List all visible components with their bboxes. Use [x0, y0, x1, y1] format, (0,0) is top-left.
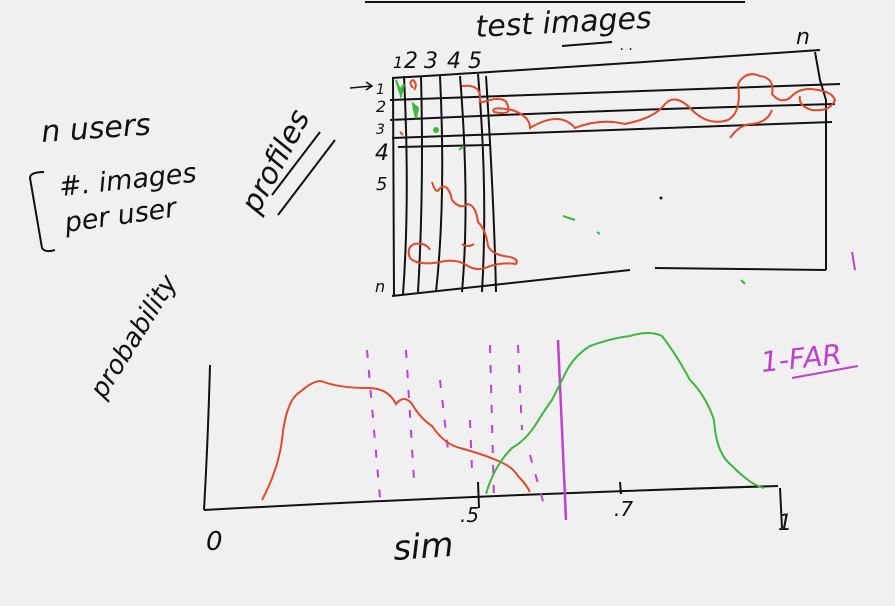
tick-label-seven: .7: [614, 497, 633, 521]
title-underline: [561, 41, 613, 47]
threshold-dashed-line: [529, 454, 545, 506]
impostor-mark: [409, 78, 417, 91]
column-number: 4: [447, 49, 461, 74]
matrix-row-line: [389, 83, 841, 101]
row-arrow: [349, 81, 374, 91]
genuine-mark: [562, 215, 576, 221]
threshold-dashed-line: [469, 419, 473, 471]
far-underline: [791, 365, 859, 379]
genuine-mark: [596, 231, 601, 235]
row-numbers: 1 2 3 4 5 n: [349, 81, 389, 296]
matrix-row-line: [391, 121, 833, 139]
row-number: 1: [376, 82, 385, 98]
n-label-top: n: [796, 25, 810, 50]
matrix-col-line: [459, 75, 467, 293]
matrix-col-line: [435, 75, 444, 293]
column-numbers: 1 2 3 4 5: [393, 49, 482, 74]
distribution-plot: 0 .5 .7 1 sim: [203, 332, 792, 569]
far-label: 1-FAR: [759, 338, 843, 379]
left-note-line2: #. images: [57, 158, 197, 203]
similarity-matrix: [389, 49, 841, 297]
matrix-col-line: [485, 75, 497, 293]
tick-label-one: 1: [778, 511, 792, 536]
impostor-squiggle-row: [461, 73, 837, 130]
matrix-genuine-marks: [395, 79, 746, 285]
threshold-dashed-line: [489, 344, 495, 501]
matrix-dot: [659, 196, 663, 200]
column-number: 5: [468, 49, 482, 74]
y-axis: [203, 364, 211, 511]
profiles-slash-1: [271, 131, 321, 196]
tick-seven: [619, 481, 622, 495]
tick-label-half: .5: [460, 503, 479, 527]
profiles-label: profiles: [234, 104, 318, 220]
threshold-solid-line: [556, 339, 568, 521]
left-note-bracket: [28, 171, 56, 253]
row-number: 2: [376, 97, 386, 116]
matrix-row-line: [397, 144, 491, 148]
tick-one: [779, 487, 783, 529]
matrix-row-line: [389, 103, 836, 121]
tick-half: [477, 481, 480, 509]
matrix-col-line: [417, 75, 423, 293]
matrix-bottom-edge-right: [654, 267, 827, 271]
genuine-mark: [740, 279, 746, 285]
impostor-squiggle-col: [407, 181, 518, 270]
threshold-dashed-line: [405, 349, 415, 481]
threshold-dashed-line: [517, 344, 523, 431]
tick-label-zero: 0: [206, 527, 223, 557]
title-dots: . .: [620, 38, 633, 54]
threshold-lines: [366, 344, 545, 506]
matrix-col-line: [477, 73, 486, 293]
purple-tick: [851, 251, 856, 271]
row-number: 3: [376, 122, 385, 138]
profiles-slash-2: [277, 139, 336, 216]
probability-label: probability: [84, 269, 184, 404]
matrix-col-line: [392, 77, 395, 297]
genuine-mark: [411, 101, 420, 119]
matrix-impostor-marks: [399, 73, 837, 270]
x-axis: [203, 485, 779, 511]
genuine-mark: [433, 127, 439, 133]
column-number: 2: [404, 49, 418, 74]
impostor-distribution-curve: [261, 380, 531, 501]
matrix-col-line: [402, 75, 408, 295]
matrix-top-edge: [391, 49, 821, 79]
threshold-dashed-line: [366, 349, 381, 499]
left-note-line1: n users: [40, 107, 152, 150]
impostor-mark: [399, 131, 404, 136]
row-number: 5: [376, 174, 387, 195]
column-number: 1: [393, 53, 403, 72]
matrix-bottom-edge-left: [391, 269, 631, 297]
genuine-mark: [458, 145, 465, 151]
impostor-squiggle-row: [729, 109, 773, 139]
genuine-mark: [395, 79, 405, 100]
column-number: 3: [424, 49, 438, 74]
impostor-mark: [461, 243, 475, 247]
x-axis-label: sim: [392, 525, 455, 569]
row-number: 4: [375, 141, 389, 166]
genuine-distribution-curve: [485, 332, 765, 495]
row-number: n: [375, 277, 385, 296]
